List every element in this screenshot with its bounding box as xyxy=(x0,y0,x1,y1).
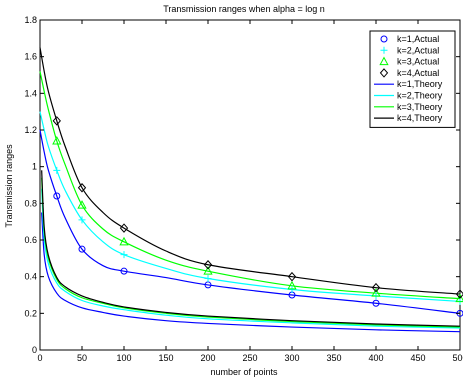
series-line xyxy=(41,170,461,327)
series-line xyxy=(41,212,461,333)
data-point xyxy=(287,271,297,282)
x-tick-label: 450 xyxy=(410,353,425,363)
series-lines xyxy=(39,47,461,333)
data-point xyxy=(380,35,388,43)
data-point xyxy=(78,245,86,253)
legend-entry: k=2,Theory xyxy=(397,91,443,101)
data-point xyxy=(379,56,389,66)
legend-entry: k=1,Theory xyxy=(397,79,443,89)
fit-line xyxy=(39,129,461,314)
fit-line xyxy=(39,47,461,295)
fit-line xyxy=(39,111,461,303)
y-tick-label: 0.4 xyxy=(24,272,37,282)
x-tick-label: 400 xyxy=(368,353,383,363)
data-point xyxy=(119,236,129,246)
legend-entry: k=3,Actual xyxy=(397,57,439,67)
y-tick-label: 1 xyxy=(32,162,37,172)
y-axis-label: Transmission ranges xyxy=(4,144,14,228)
chart-title: Transmission ranges when alpha = log n xyxy=(163,4,325,14)
x-tick-label: 150 xyxy=(158,353,173,363)
x-tick-label: 250 xyxy=(242,353,257,363)
x-tick-label: 500 xyxy=(452,353,463,363)
legend-entry: k=4,Actual xyxy=(397,68,439,78)
y-tick-label: 1.4 xyxy=(24,88,37,98)
x-tick-label: 350 xyxy=(326,353,341,363)
data-point xyxy=(78,216,86,224)
y-tick-label: 0.8 xyxy=(24,198,37,208)
series-line xyxy=(41,188,461,329)
x-tick-label: 300 xyxy=(284,353,299,363)
data-point xyxy=(53,166,61,174)
data-point xyxy=(372,299,380,307)
data-point xyxy=(119,223,129,233)
legend-entry: k=2,Actual xyxy=(397,45,439,55)
fit-line xyxy=(39,71,461,300)
data-point xyxy=(287,280,297,290)
data-point xyxy=(53,192,61,200)
data-point xyxy=(120,267,128,275)
data-point xyxy=(371,282,381,293)
data-point xyxy=(380,46,388,54)
y-tick-label: 1.2 xyxy=(24,125,37,135)
x-tick-label: 50 xyxy=(77,353,87,363)
data-point xyxy=(204,275,212,282)
x-tick-label: 0 xyxy=(37,353,42,363)
data-point xyxy=(77,200,87,209)
legend-entry: k=3,Theory xyxy=(397,102,443,112)
data-point xyxy=(203,259,213,270)
series-line xyxy=(41,177,461,328)
legend-entry: k=4,Theory xyxy=(397,113,443,123)
axis-ticks: 0 50 100 150 200 250 300 350 400 450 500 0 0.2 0.4 0.6… xyxy=(24,15,463,363)
y-tick-label: 0.2 xyxy=(24,308,37,318)
data-point xyxy=(379,68,389,78)
data-point xyxy=(77,182,87,193)
y-tick-label: 1.8 xyxy=(24,15,37,25)
data-point xyxy=(120,251,128,259)
data-point xyxy=(288,286,296,293)
data-point xyxy=(371,288,381,297)
data-point xyxy=(203,266,213,275)
y-tick-label: 1.6 xyxy=(24,52,37,62)
data-point xyxy=(52,135,62,145)
data-point xyxy=(455,293,463,303)
x-axis-label: number of points xyxy=(210,367,278,377)
data-point xyxy=(52,116,61,126)
legend-entry: k=1,Actual xyxy=(397,34,439,44)
y-tick-label: 0 xyxy=(32,345,37,355)
series-markers xyxy=(52,116,463,317)
y-tick-label: 0.6 xyxy=(24,235,37,245)
data-point xyxy=(455,289,463,299)
x-tick-label: 100 xyxy=(116,353,131,363)
x-tick-label: 200 xyxy=(200,353,215,363)
